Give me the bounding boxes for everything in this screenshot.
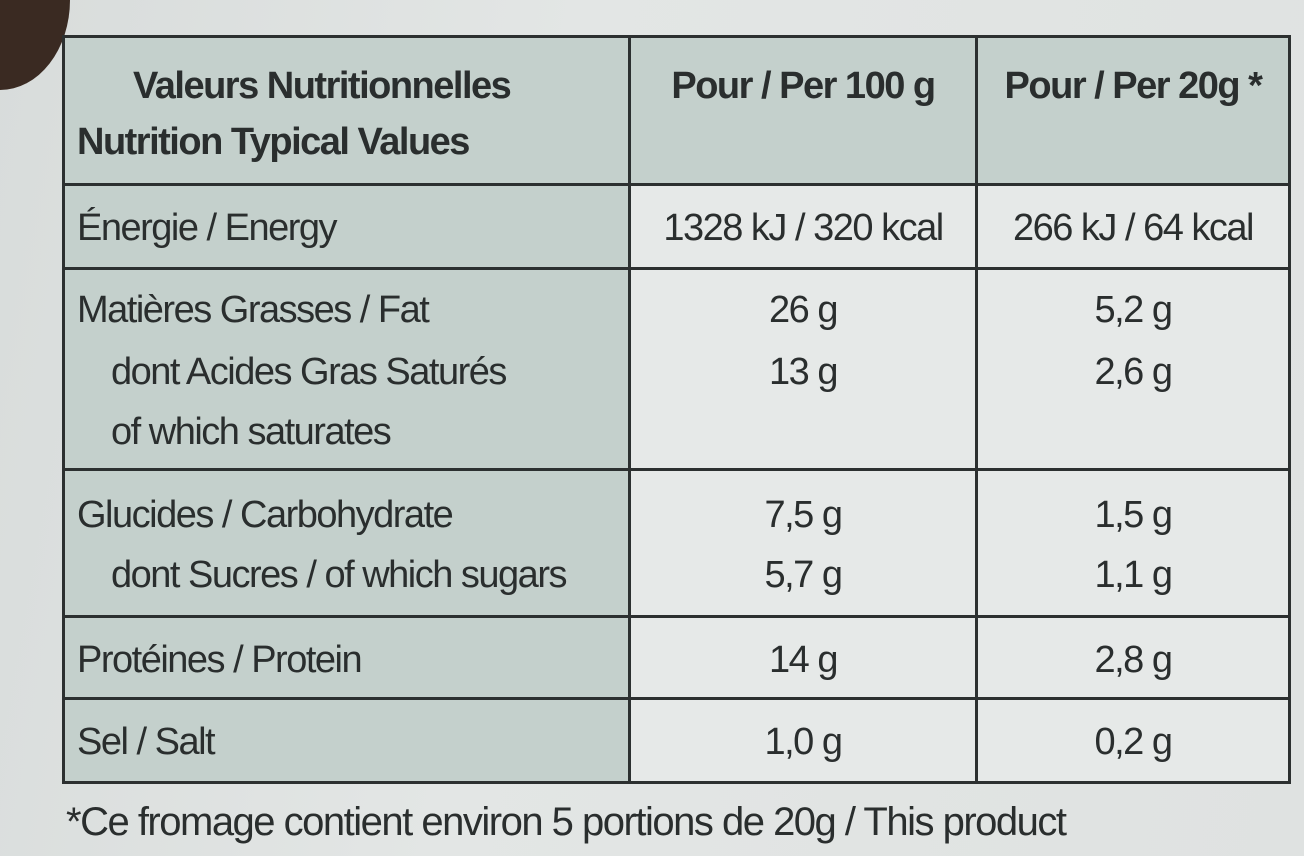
label-text: Matières Grasses / Fat bbox=[77, 289, 430, 331]
per100-cell: 26 g 13 g bbox=[628, 267, 978, 471]
value-text: 2,8 g bbox=[1094, 639, 1173, 681]
table-header-row: Valeurs Nutritionnelles Nutrition Typica… bbox=[62, 35, 1291, 186]
nutrition-table: Valeurs Nutritionnelles Nutrition Typica… bbox=[62, 35, 1291, 784]
value-text: 2,6 g bbox=[1094, 351, 1173, 393]
header-label-cell: Valeurs Nutritionnelles Nutrition Typica… bbox=[62, 35, 631, 186]
label-text: Protéines / Protein bbox=[77, 639, 363, 681]
value-text: 26 g bbox=[769, 289, 838, 331]
table-row-carbohydrate: Glucides / Carbohydrate dont Sucres / of… bbox=[62, 468, 1291, 618]
value-text: 13 g bbox=[769, 351, 838, 393]
per100-cell: 14 g bbox=[628, 615, 978, 700]
row-label: Matières Grasses / Fat dont Acides Gras … bbox=[62, 267, 631, 471]
header-label-fr: Valeurs Nutritionnelles bbox=[133, 65, 512, 107]
value-text: 1,1 g bbox=[1094, 554, 1173, 596]
row-label: Glucides / Carbohydrate dont Sucres / of… bbox=[62, 468, 631, 618]
per20-cell: 1,5 g 1,1 g bbox=[975, 468, 1291, 618]
label-text: dont Acides Gras Saturés bbox=[111, 351, 507, 393]
per20-cell: 0,2 g bbox=[975, 697, 1291, 784]
per100-cell: 7,5 g 5,7 g bbox=[628, 468, 978, 618]
value-text: 1,0 g bbox=[764, 721, 843, 763]
value-text: 14 g bbox=[769, 639, 838, 681]
header-per20-text: Pour / Per 20g * bbox=[1004, 65, 1263, 107]
per100-cell: 1,0 g bbox=[628, 697, 978, 784]
value-text: 266 kJ / 64 kcal bbox=[1012, 207, 1255, 249]
label-text: Sel / Salt bbox=[77, 721, 216, 763]
package-edge bbox=[0, 0, 70, 90]
label-text: of which saturates bbox=[111, 411, 392, 453]
table-row-energy: Énergie / Energy 1328 kJ / 320 kcal 266 … bbox=[62, 183, 1291, 270]
footnote: *Ce fromage contient environ 5 portions … bbox=[66, 800, 1067, 844]
value-text: 5,7 g bbox=[764, 554, 843, 596]
label-text: dont Sucres / of which sugars bbox=[111, 554, 567, 596]
header-per100-text: Pour / Per 100 g bbox=[671, 65, 936, 107]
value-text: 1,5 g bbox=[1094, 494, 1173, 536]
value-text: 1328 kJ / 320 kcal bbox=[663, 207, 944, 249]
row-label: Énergie / Energy bbox=[62, 183, 631, 270]
value-text: 5,2 g bbox=[1094, 289, 1173, 331]
header-label-en: Nutrition Typical Values bbox=[77, 121, 470, 163]
value-text: 0,2 g bbox=[1094, 721, 1173, 763]
table-row-protein: Protéines / Protein 14 g 2,8 g bbox=[62, 615, 1291, 700]
per20-cell: 5,2 g 2,6 g bbox=[975, 267, 1291, 471]
table-row-salt: Sel / Salt 1,0 g 0,2 g bbox=[62, 697, 1291, 784]
per100-cell: 1328 kJ / 320 kcal bbox=[628, 183, 978, 270]
table-row-fat: Matières Grasses / Fat dont Acides Gras … bbox=[62, 267, 1291, 471]
label-text: Glucides / Carbohydrate bbox=[77, 494, 454, 536]
row-label: Sel / Salt bbox=[62, 697, 631, 784]
header-per100: Pour / Per 100 g bbox=[628, 35, 978, 186]
label-text: Énergie / Energy bbox=[77, 207, 338, 249]
header-per20: Pour / Per 20g * bbox=[975, 35, 1291, 186]
value-text: 7,5 g bbox=[764, 494, 843, 536]
row-label: Protéines / Protein bbox=[62, 615, 631, 700]
per20-cell: 266 kJ / 64 kcal bbox=[975, 183, 1291, 270]
per20-cell: 2,8 g bbox=[975, 615, 1291, 700]
